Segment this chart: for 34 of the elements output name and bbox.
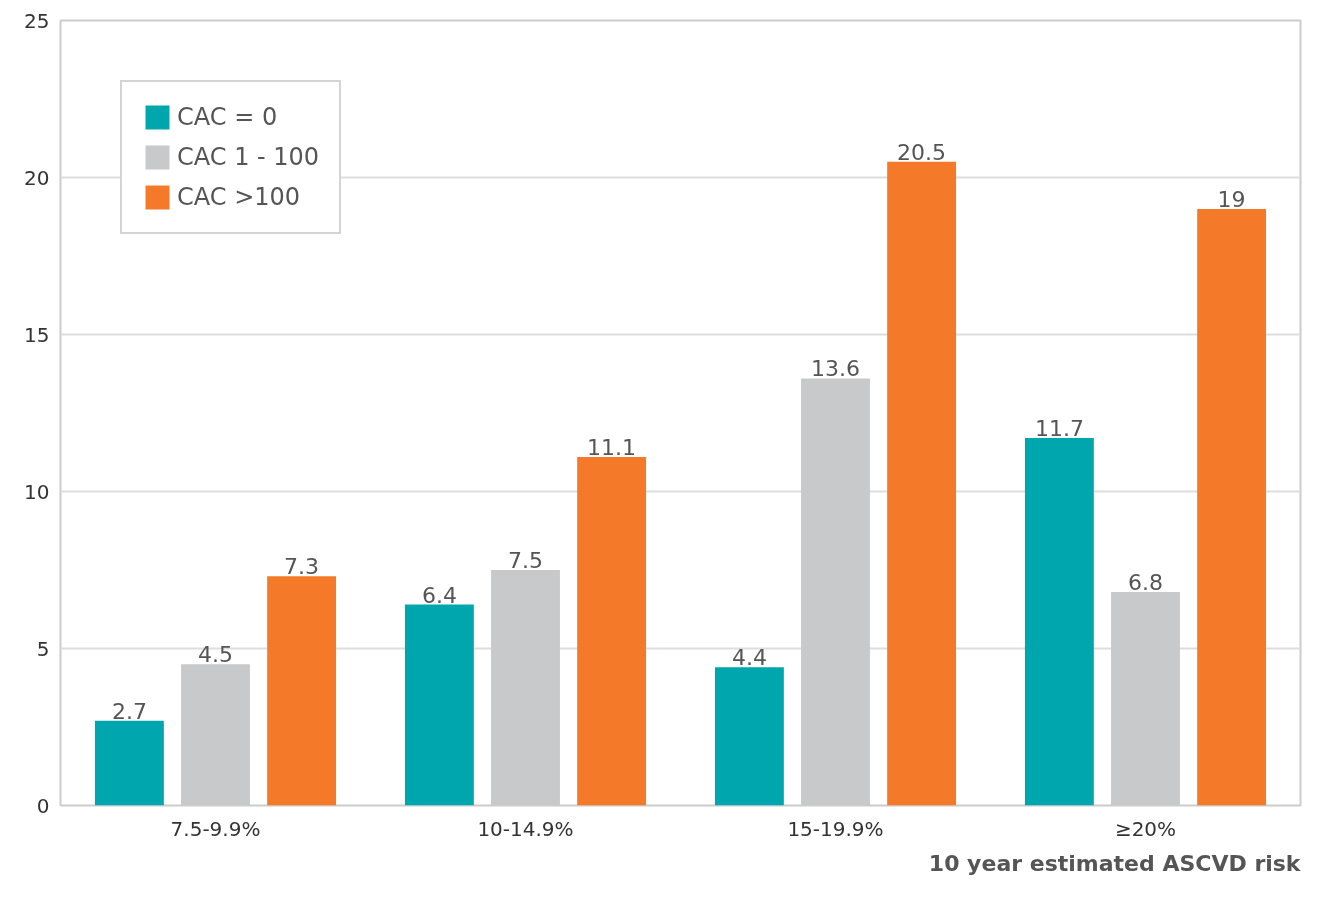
x-tick-label: 10-14.9%	[477, 816, 574, 841]
y-tick-label: 15	[24, 322, 50, 347]
y-tick-label: 0	[36, 793, 50, 818]
data-label: 13.6	[811, 356, 860, 382]
data-label: 2.7	[111, 698, 147, 724]
bar	[404, 604, 474, 806]
y-tick-label: 5	[36, 636, 50, 661]
bar	[1024, 438, 1094, 806]
legend-label: CAC 1 - 100	[177, 143, 320, 171]
bar	[887, 161, 957, 806]
legend-label: CAC = 0	[177, 103, 278, 131]
y-tick-label: 10	[24, 479, 50, 504]
legend-label: CAC >100	[177, 183, 301, 211]
x-tick-label: 15-19.9%	[787, 816, 884, 841]
data-label: 6.8	[1128, 569, 1164, 595]
data-label: 4.4	[731, 645, 767, 671]
data-label: 4.5	[198, 642, 234, 668]
data-label: 7.5	[508, 548, 544, 573]
data-label: 11.1	[587, 434, 637, 460]
bar	[577, 456, 647, 806]
bar	[94, 720, 164, 806]
x-tick-label: 7.5-9.9%	[170, 816, 261, 841]
data-label: 19	[1217, 186, 1246, 212]
data-label: 7.3	[284, 554, 320, 580]
x-axis-title: 10 year estimated ASCVD risk	[928, 850, 1302, 876]
bar	[267, 576, 337, 806]
data-label: 20.5	[897, 139, 947, 165]
bar	[714, 667, 784, 806]
y-tick-label: 25	[24, 8, 50, 33]
data-label: 11.7	[1034, 416, 1084, 442]
x-tick-label: ≥20%	[1114, 816, 1177, 841]
y-tick-label: 20	[24, 165, 50, 190]
data-label: 6.4	[421, 582, 457, 608]
bar	[1197, 208, 1267, 806]
